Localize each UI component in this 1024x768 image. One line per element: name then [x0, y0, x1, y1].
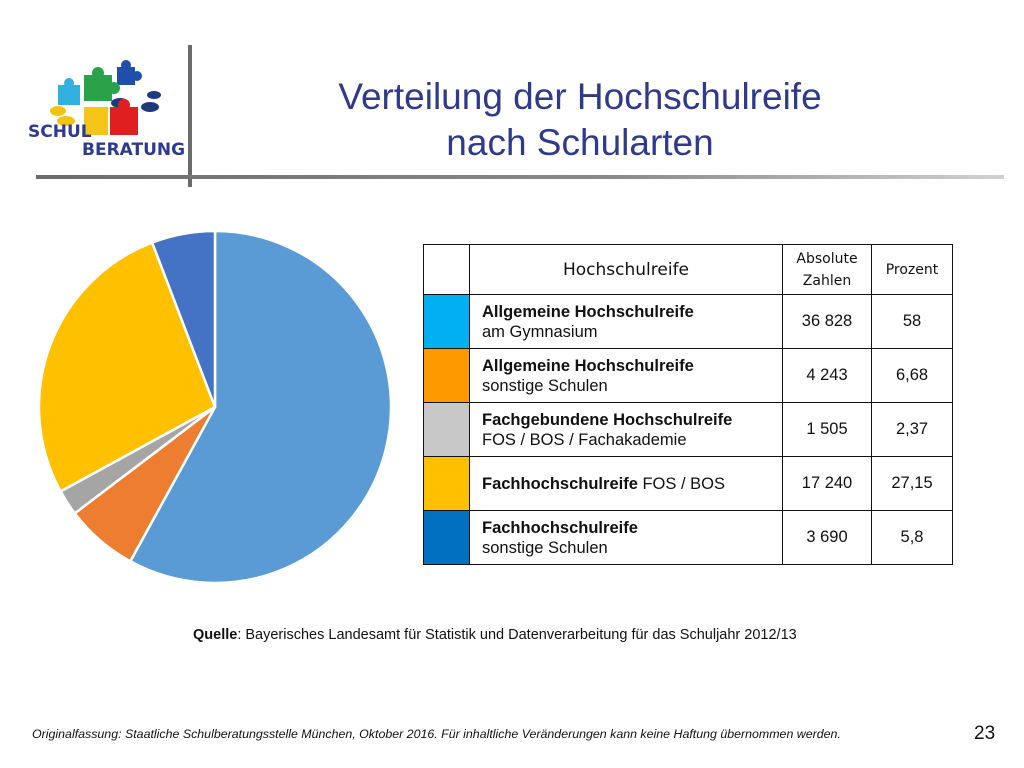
- row-absolute-value: 1 505: [782, 402, 872, 457]
- table-row: Allgemeine Hochschulreife am Gymnasium 36 …: [423, 294, 953, 349]
- source-label: Quelle: [193, 627, 238, 643]
- row-name-sub: FOS / BOS / Fachakademie: [482, 430, 687, 449]
- row-color-swatch: [423, 402, 470, 457]
- row-name-cell: Fachhochschulreife FOS / BOS: [469, 456, 783, 511]
- row-percent-value: 5,8: [871, 510, 953, 565]
- row-percent-value: 2,37: [871, 402, 953, 457]
- table-row: Fachgebundene Hochschulreife FOS / BOS / …: [423, 402, 953, 457]
- table-row: Fachhochschulreife sonstige Schulen 3 690 5…: [423, 510, 953, 565]
- header-hochschulreife: Hochschulreife: [469, 244, 783, 295]
- table-row: Fachhochschulreife FOS / BOS 17 240 27,15: [423, 456, 953, 511]
- puzzle-logo-icon: [50, 60, 161, 135]
- row-name-bold: Fachhochschulreife: [482, 474, 638, 493]
- row-color-swatch: [423, 456, 470, 511]
- row-name-cell: Fachgebundene Hochschulreife FOS / BOS / …: [469, 402, 783, 457]
- title-line-1: Verteilung der Hochschulreife: [338, 76, 822, 117]
- row-name-bold: Fachgebundene Hochschulreife: [482, 410, 733, 429]
- row-absolute-value: 3 690: [782, 510, 872, 565]
- row-name-sub: am Gymnasium: [482, 322, 598, 341]
- row-name-inline: FOS / BOS: [637, 474, 725, 493]
- row-absolute-value: 4 243: [782, 348, 872, 403]
- row-color-swatch: [423, 294, 470, 349]
- row-name-sub: sonstige Schulen: [482, 538, 608, 557]
- page-number: 23: [974, 723, 996, 744]
- logo-text-beratung: BERATUNG: [82, 140, 186, 160]
- row-percent-value: 58: [871, 294, 953, 349]
- row-name-bold: Fachhochschulreife: [482, 518, 638, 537]
- row-absolute-value: 17 240: [782, 456, 872, 511]
- table-row: Allgemeine Hochschulreife sonstige Schule…: [423, 348, 953, 403]
- row-name-bold: Allgemeine Hochschulreife: [482, 302, 694, 321]
- pie-slice-1: [129, 229, 393, 585]
- pie-slice-4: [37, 241, 217, 493]
- table-header-row: Hochschulreife Absolute Zahlen Prozent: [423, 244, 953, 295]
- schulberatung-logo: SCHUL BERATUNG: [22, 55, 187, 165]
- header-absolute-zahlen: Absolute Zahlen: [782, 244, 872, 295]
- row-absolute-value: 36 828: [782, 294, 872, 349]
- header-abs-line2: Zahlen: [802, 272, 852, 289]
- source-note: Quelle: Bayerisches Landesamt für Statis…: [193, 627, 797, 643]
- slide-title: Verteilung der Hochschulreife nach Schul…: [230, 74, 930, 166]
- header-swatch-cell: [423, 244, 470, 295]
- row-color-swatch: [423, 510, 470, 565]
- vertical-divider: [188, 45, 192, 187]
- row-name-cell: Fachhochschulreife sonstige Schulen: [469, 510, 783, 565]
- pie-slice-5: [150, 229, 217, 409]
- logo-text-schul: SCHUL: [28, 122, 92, 142]
- title-line-2: nach Schularten: [446, 122, 714, 163]
- source-text: : Bayerisches Landesamt für Statistik un…: [237, 627, 797, 643]
- row-name-bold: Allgemeine Hochschulreife: [482, 356, 694, 375]
- row-name-sub: sonstige Schulen: [482, 376, 608, 395]
- row-percent-value: 27,15: [871, 456, 953, 511]
- row-name-cell: Allgemeine Hochschulreife am Gymnasium: [469, 294, 783, 349]
- header-prozent: Prozent: [871, 244, 953, 295]
- horizontal-divider: [36, 175, 1004, 179]
- footer-note: Originalfassung: Staatliche Schulberatun…: [32, 727, 841, 741]
- data-table: Hochschulreife Absolute Zahlen Prozent A…: [423, 244, 953, 565]
- header-abs-line1: Absolute: [796, 250, 858, 267]
- row-percent-value: 6,68: [871, 348, 953, 403]
- row-name-cell: Allgemeine Hochschulreife sonstige Schule…: [469, 348, 783, 403]
- pie-chart-svg: [37, 229, 393, 585]
- table-body: Allgemeine Hochschulreife am Gymnasium 36 …: [423, 294, 953, 565]
- row-color-swatch: [423, 348, 470, 403]
- pie-chart: [30, 222, 400, 592]
